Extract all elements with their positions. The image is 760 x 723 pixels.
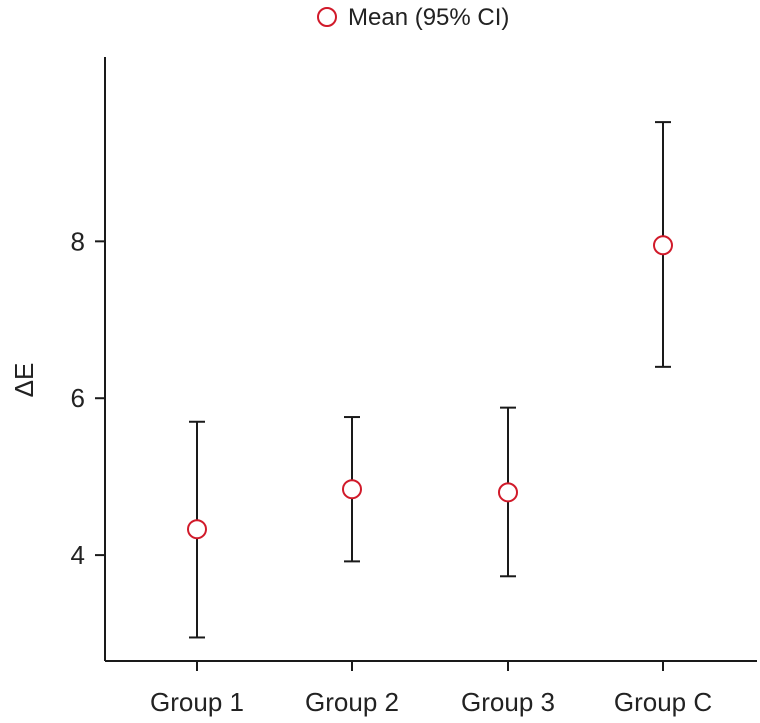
mean-point	[342, 479, 362, 500]
y-tick-label: 4	[71, 540, 85, 570]
y-tick-label: 8	[71, 226, 85, 256]
error-bars	[189, 121, 671, 639]
axes	[104, 57, 757, 662]
x-ticks: Group 1 Group 2 Group 3 Group C	[150, 661, 712, 717]
x-tick-label: Group 1	[150, 687, 244, 717]
mean-point	[653, 235, 673, 256]
y-axis-label: ΔE	[9, 363, 39, 398]
legend-marker	[317, 7, 337, 27]
data-points	[187, 235, 673, 540]
x-tick-label: Group C	[614, 687, 712, 717]
x-tick-label: Group 3	[461, 687, 555, 717]
y-tick-label: 6	[71, 383, 85, 413]
legend-label: Mean (95% CI)	[348, 4, 509, 31]
mean-point	[498, 482, 518, 503]
x-tick-label: Group 2	[305, 687, 399, 717]
legend: Mean (95% CI)	[317, 4, 509, 31]
y-ticks: 4 6 8	[71, 226, 105, 570]
mean-point	[187, 519, 207, 540]
